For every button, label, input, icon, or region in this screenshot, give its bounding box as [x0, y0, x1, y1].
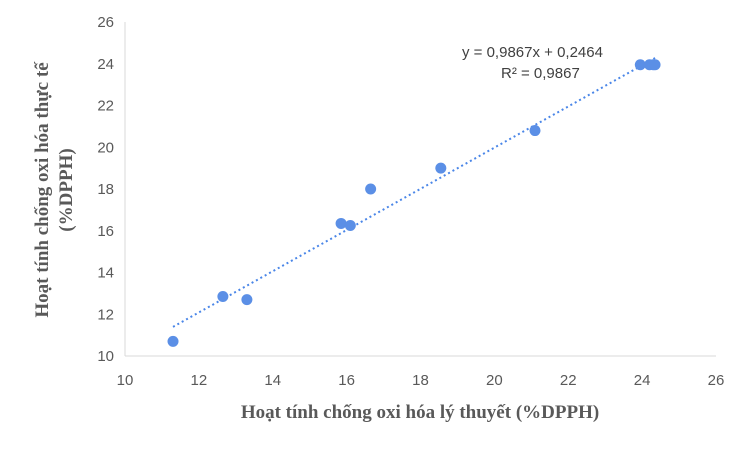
y-tick-label: 22 [97, 98, 114, 115]
x-tick-label: 10 [117, 372, 134, 389]
x-tick-labels: 10 12 14 16 18 20 22 24 26 [117, 372, 725, 389]
data-point [167, 335, 179, 347]
y-tick-label: 26 [97, 14, 114, 31]
x-tick-label: 20 [486, 372, 503, 389]
x-tick-label: 22 [560, 372, 577, 389]
x-tick-label: 12 [191, 372, 208, 389]
y-axis-title-line1: Hoạt tính chống oxi hóa thực tế [32, 61, 53, 318]
y-tick-labels: 10 12 14 16 18 20 22 24 26 [97, 14, 114, 365]
data-point [217, 291, 229, 303]
y-tick-label: 18 [97, 181, 114, 198]
x-tick-label: 26 [708, 372, 725, 389]
data-point [529, 125, 541, 137]
y-tick-label: 16 [97, 223, 114, 240]
data-point [634, 59, 646, 71]
axes [124, 22, 716, 357]
data-point [365, 183, 377, 195]
data-point [649, 59, 661, 71]
y-tick-label: 10 [97, 348, 114, 365]
y-axis-title-line2: (%DPPH) [56, 148, 77, 231]
x-tick-label: 14 [264, 372, 281, 389]
r-squared-label: R² = 0,9867 [501, 65, 580, 82]
data-point [344, 220, 356, 232]
x-tick-label: 18 [412, 372, 429, 389]
trendline [172, 57, 656, 328]
data-points [167, 59, 661, 347]
x-tick-label: 16 [338, 372, 355, 389]
y-tick-label: 24 [97, 56, 114, 73]
x-tick-label: 24 [634, 372, 651, 389]
data-point [335, 217, 347, 229]
y-tick-label: 14 [97, 265, 114, 282]
y-tick-label: 12 [97, 306, 114, 323]
data-point [435, 162, 447, 174]
y-tick-label: 20 [97, 139, 114, 156]
x-axis-title: Hoạt tính chống oxi hóa lý thuyết (%DPPH… [241, 402, 599, 423]
trendline-equation: y = 0,9867x + 0,2464 [462, 44, 603, 61]
data-point [241, 294, 253, 306]
